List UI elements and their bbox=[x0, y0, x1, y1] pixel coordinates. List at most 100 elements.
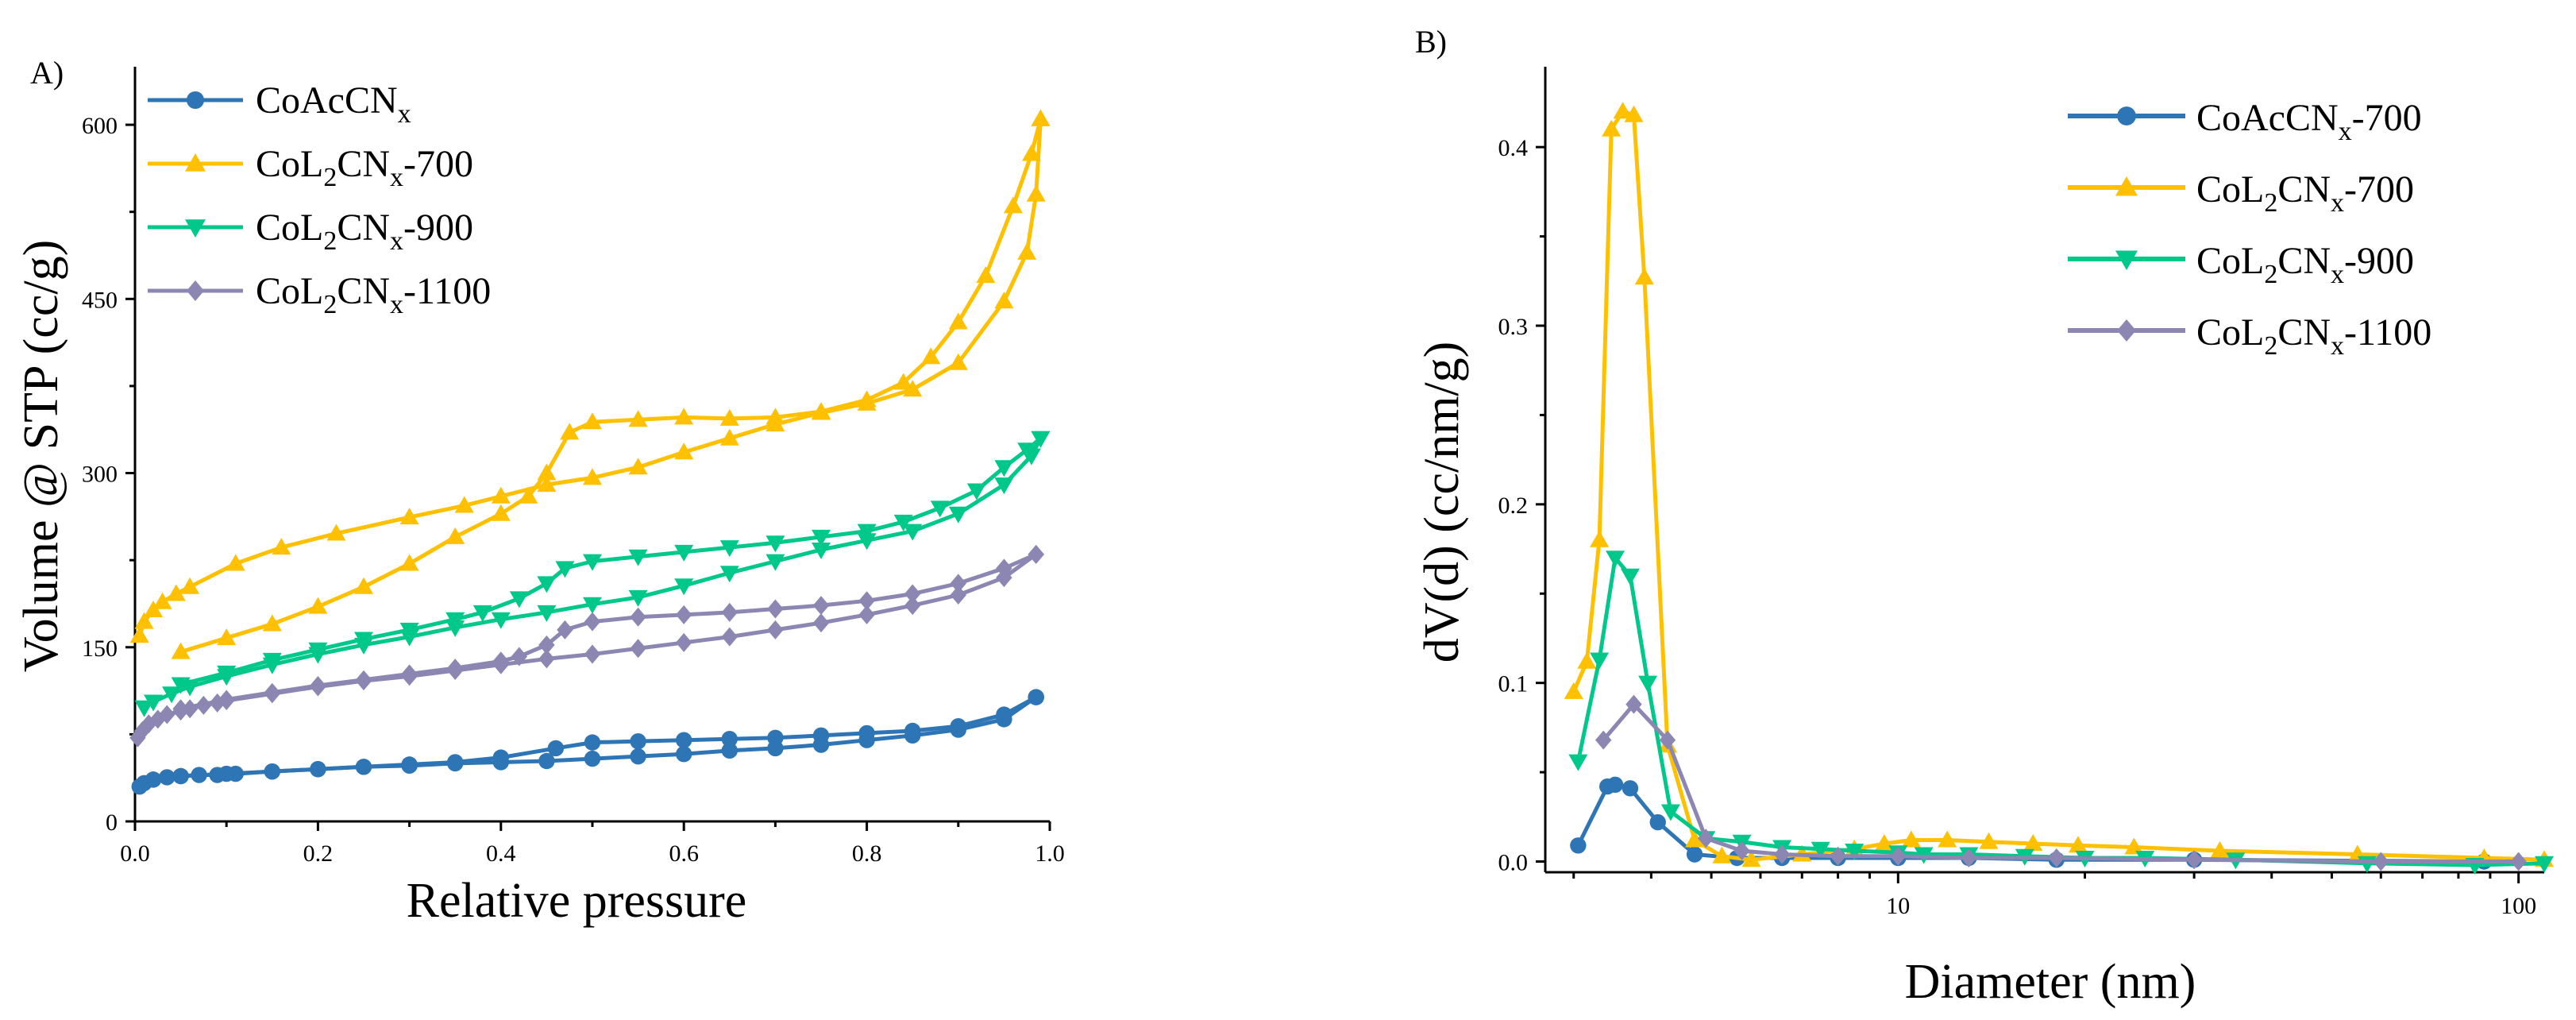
panel-a-data-point bbox=[555, 561, 575, 578]
panel-a-data-point bbox=[812, 727, 830, 744]
panel-a-data-point bbox=[676, 605, 692, 624]
panel-a-data-point bbox=[272, 538, 291, 555]
panel-a-x-tick-label: 1.0 bbox=[1035, 840, 1065, 867]
panel-a-data-point bbox=[134, 700, 154, 717]
panel-a-data-point bbox=[767, 599, 784, 619]
panel-a-data-point bbox=[994, 292, 1014, 309]
panel-b-data-point bbox=[1698, 829, 1714, 848]
panel-a-data-point bbox=[180, 577, 200, 594]
panel-b-plot-area bbox=[1564, 102, 2554, 875]
panel-a-y-tick-label: 450 bbox=[82, 287, 118, 313]
panel-b-data-point bbox=[2210, 841, 2230, 859]
panel-b-data-point bbox=[1613, 102, 1633, 119]
panel-a-data-point bbox=[217, 665, 237, 682]
panel-a-series bbox=[129, 109, 1051, 659]
panel-b-legend-label: CoL2CNx-900 bbox=[2196, 240, 2414, 289]
panel-a-data-point bbox=[676, 632, 692, 652]
panel-a-data-point bbox=[994, 460, 1014, 477]
panel-a-data-point bbox=[509, 591, 529, 609]
panel-a-data-point bbox=[950, 585, 966, 605]
panel-a-data-point bbox=[721, 731, 738, 748]
panel-a-data-point bbox=[628, 458, 648, 475]
panel-b-data-point bbox=[1979, 832, 1999, 849]
panel-b-y-tick-label: 0.0 bbox=[1498, 850, 1529, 876]
panel-a-data-point bbox=[355, 670, 372, 690]
panel-a-data-point bbox=[511, 647, 528, 666]
panel-a-legend-box bbox=[141, 73, 570, 329]
panel-a-legend-label: CoAcCNx bbox=[256, 79, 411, 129]
panel-a-data-point bbox=[264, 763, 280, 780]
panel-a-x-tick-label: 0.0 bbox=[120, 840, 150, 867]
panel-a-data-point bbox=[401, 664, 418, 684]
panel-a-data-point bbox=[721, 627, 738, 647]
panel-a-data-point bbox=[765, 554, 785, 571]
panel-a-data-point bbox=[172, 767, 189, 785]
panel-b-data-point bbox=[1811, 841, 1830, 859]
panel-a-data-point bbox=[676, 732, 692, 748]
panel-b-data-point bbox=[1685, 830, 1705, 848]
panel-a-data-point bbox=[812, 543, 831, 559]
panel-b-x-tick-label: 100 bbox=[2501, 893, 2536, 919]
panel-a-data-point bbox=[721, 602, 738, 622]
panel-a-data-point bbox=[767, 620, 784, 639]
panel-b-data-point bbox=[1660, 804, 1680, 821]
panel-a-data-point bbox=[1017, 442, 1037, 460]
panel-a-data-point bbox=[399, 508, 419, 525]
panel-b-data-point bbox=[1830, 846, 1846, 866]
panel-a-data-point bbox=[893, 373, 913, 390]
panel-a-legend-marker bbox=[185, 153, 206, 172]
panel-a-data-point bbox=[226, 554, 245, 571]
panel-b-series bbox=[1568, 551, 2554, 875]
panel-a-data-point bbox=[584, 734, 601, 751]
panel-b-data-point bbox=[1577, 651, 1597, 669]
panel-a-data-point bbox=[584, 644, 601, 664]
panel-a-data-point bbox=[262, 614, 282, 632]
panel-a-x-tick-label: 0.8 bbox=[852, 840, 882, 867]
panel-b-data-point bbox=[1659, 730, 1676, 750]
panel-b-data-point bbox=[1570, 837, 1587, 854]
panel-a-data-point bbox=[537, 475, 557, 493]
panel-a-data-point bbox=[445, 612, 465, 629]
panel-b-series bbox=[1595, 694, 2527, 871]
panel-a-data-point bbox=[129, 626, 149, 643]
panel-a-data-point bbox=[218, 765, 235, 782]
panel-b-data-point bbox=[1568, 754, 1588, 771]
panel-b-legend-label: CoAcCNx-700 bbox=[2196, 97, 2422, 146]
panel-a-data-point bbox=[355, 759, 372, 775]
panel-a-data-point bbox=[904, 596, 921, 616]
panel-a-data-point bbox=[159, 705, 175, 724]
panel-a-data-point bbox=[447, 659, 464, 678]
panel-a-y-tick-label: 0 bbox=[106, 809, 118, 836]
panel-a-data-point bbox=[537, 576, 557, 593]
panel-a-data-point bbox=[141, 714, 157, 734]
panel-a-data-point bbox=[491, 504, 511, 521]
panel-b-data-point bbox=[1901, 830, 1921, 848]
panel-a-data-point bbox=[308, 597, 328, 614]
panel-a-data-point bbox=[1031, 109, 1051, 126]
panel-a-data-point bbox=[996, 706, 1012, 723]
panel-b-y-axis-title: dV(d) (cc/nm/g) bbox=[1415, 342, 1469, 663]
panel-a-data-point bbox=[903, 380, 923, 397]
panel-b-label: B) bbox=[1415, 24, 1447, 60]
panel-a-data-point bbox=[1017, 242, 1037, 260]
panel-b-data-point bbox=[1602, 119, 1622, 137]
panel-b-data-point bbox=[1620, 568, 1640, 585]
panel-a-data-point bbox=[145, 771, 162, 788]
panel-b-data-point bbox=[1773, 844, 1791, 864]
panel-b-data-point bbox=[2048, 848, 2065, 868]
panel-a-data-point bbox=[401, 756, 418, 773]
panel-a-data-point bbox=[354, 577, 373, 594]
panel-b-data-point bbox=[2510, 852, 2527, 871]
panel-a-data-point bbox=[858, 591, 875, 611]
panel-a-data-point bbox=[547, 740, 565, 757]
panel-a-data-point bbox=[628, 589, 648, 607]
panel-b-axes: 10 100 0.0 0.1 0.2 0.3 0.4 bbox=[1498, 67, 2544, 919]
panel-a-data-point bbox=[491, 612, 511, 629]
panel-a-data-point bbox=[812, 529, 831, 547]
panel-b-data-point bbox=[1741, 850, 1761, 867]
panel-a-data-point bbox=[858, 605, 875, 624]
panel-a-data-point bbox=[1003, 196, 1023, 214]
panel-a-series bbox=[129, 544, 1044, 748]
panel-b-y-tick-label: 0.1 bbox=[1498, 671, 1529, 697]
panel-b-legend: CoAcCNx-700 CoL2CNx-700 CoL2CNx-900 CoL2CNx… bbox=[2068, 97, 2431, 361]
